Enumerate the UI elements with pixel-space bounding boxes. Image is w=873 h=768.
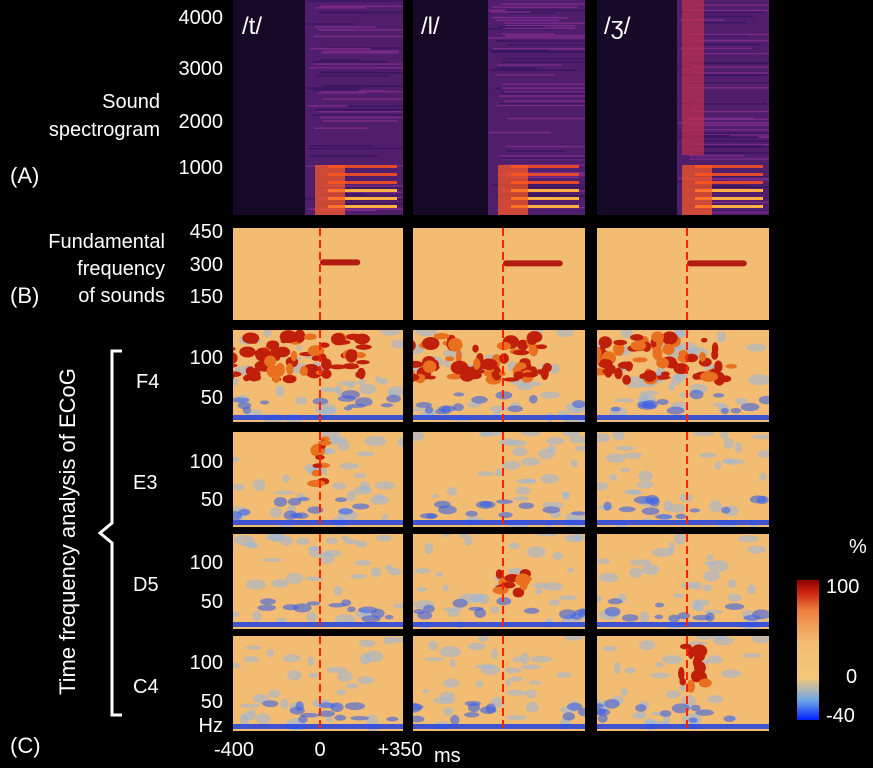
panel-c4-col3 <box>597 636 769 731</box>
ecog-tick-100-f4: 100 <box>189 347 223 369</box>
fundamental-label-3: of sounds <box>78 285 165 307</box>
ecog-bracket <box>97 349 122 717</box>
spec-tick-2000: 2000 <box>178 111 224 133</box>
panel-fundamental-col2 <box>413 228 585 320</box>
spec-tick-4000: 4000 <box>178 7 224 29</box>
f0-tick-150: 150 <box>189 286 223 308</box>
row-label-d5: D5 <box>133 574 159 596</box>
ecog-tick-50-f4: 50 <box>200 387 223 409</box>
ecog-tick-100-d5: 100 <box>189 552 223 574</box>
ecog-tick-100-c4: 100 <box>189 652 223 674</box>
column-label-l: /l/ <box>421 13 440 40</box>
ecog-tick-100-e3: 100 <box>189 451 223 473</box>
row-label-c4: C4 <box>133 676 159 698</box>
x-tick-minus400: -400 <box>213 739 255 761</box>
f0-tick-300: 300 <box>189 254 223 276</box>
f0-trace-col3 <box>687 260 747 267</box>
ecog-tick-50-e3: 50 <box>200 489 223 511</box>
f0-trace-col2 <box>503 260 563 267</box>
spectrogram-label-1: Sound <box>102 91 160 113</box>
panel-d5-col2 <box>413 534 585 629</box>
panel-f4-col2 <box>413 330 585 422</box>
column-label-t: /t/ <box>242 13 263 40</box>
panel-d5-col3 <box>597 534 769 629</box>
spec-tick-3000: 3000 <box>178 58 224 80</box>
row-label-e3: E3 <box>133 472 158 494</box>
panel-spectrogram-col3 <box>597 0 769 215</box>
row-label-f4: F4 <box>136 371 160 393</box>
x-unit-ms: ms <box>434 745 461 767</box>
panel-e3-col2 <box>413 432 585 527</box>
f0-trace-col1 <box>320 259 361 266</box>
x-tick-0: 0 <box>314 739 326 761</box>
x-tick-plus350: +350 <box>377 739 423 761</box>
colorbar-tick-minus40: -40 <box>826 705 855 727</box>
spec-tick-1000: 1000 <box>178 157 224 179</box>
panel-e3-col3 <box>597 432 769 527</box>
colorbar-unit: % <box>849 536 867 558</box>
panel-fundamental-col3 <box>597 228 769 320</box>
label-b: (B) <box>10 283 40 308</box>
ecog-axis-title: Time frequency analysis of ECoG <box>55 368 80 695</box>
label-a: (A) <box>10 163 40 188</box>
panel-c4-col1 <box>233 636 403 731</box>
panel-spectrogram-col2 <box>413 0 585 215</box>
label-c: (C) <box>10 733 41 758</box>
panel-fundamental-col1 <box>233 228 403 320</box>
fundamental-label-2: frequency <box>77 258 165 280</box>
ecog-tick-50-c4: 50 <box>200 691 223 713</box>
fundamental-label-1: Fundamental <box>48 231 165 253</box>
colorbar-tick-100: 100 <box>826 576 860 598</box>
colorbar <box>797 580 819 720</box>
panel-e3-col1 <box>233 432 403 527</box>
f0-tick-450: 450 <box>189 221 223 243</box>
panel-c4-col2 <box>413 636 585 731</box>
colorbar-tick-0: 0 <box>846 666 858 688</box>
column-label-zh: /ʒ/ <box>604 13 631 40</box>
ecog-tick-50-d5: 50 <box>200 591 223 613</box>
panel-f4-col1 <box>233 330 403 422</box>
panel-f4-col3 <box>597 330 769 422</box>
panel-spectrogram-col1 <box>233 0 403 215</box>
panel-d5-col1 <box>233 534 403 629</box>
ecog-unit-hz: Hz <box>198 715 223 737</box>
spectrogram-label-2: spectrogram <box>48 119 160 141</box>
